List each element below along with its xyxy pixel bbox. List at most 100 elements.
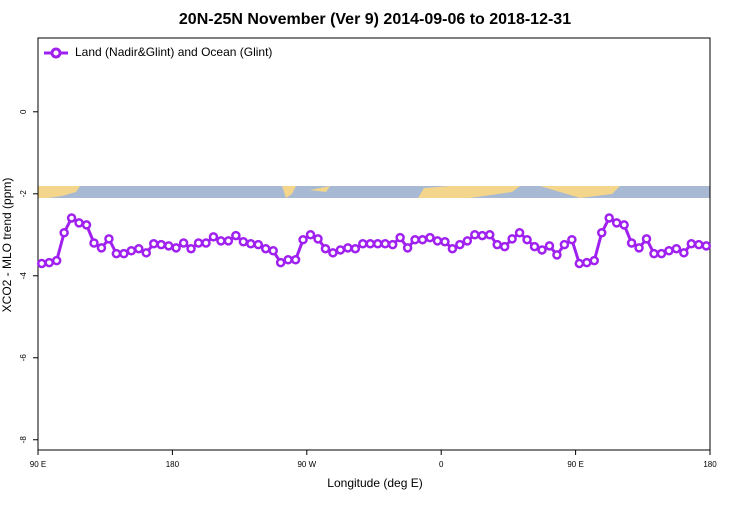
point <box>671 243 682 254</box>
point <box>537 245 547 255</box>
y-axis-label: XCO2 - MLO trend (ppm) <box>0 178 14 313</box>
point <box>395 232 405 243</box>
point <box>328 248 338 258</box>
point <box>425 232 435 243</box>
point <box>36 258 47 269</box>
point <box>320 243 331 254</box>
point <box>626 238 637 248</box>
point <box>552 250 562 260</box>
point <box>589 255 600 266</box>
point <box>260 243 271 254</box>
point <box>343 243 353 253</box>
point <box>596 227 607 238</box>
legend-marker <box>50 47 62 59</box>
point <box>283 255 293 265</box>
point <box>514 227 525 238</box>
point <box>507 234 517 244</box>
point <box>335 245 346 255</box>
x-tick-label: 90 E <box>567 460 583 469</box>
point <box>358 239 368 249</box>
point <box>656 248 667 259</box>
point <box>679 248 689 258</box>
point <box>365 239 376 249</box>
y-tick-label: -6 <box>19 354 28 362</box>
point <box>111 248 122 259</box>
point <box>402 243 413 253</box>
point <box>567 234 577 245</box>
point <box>275 257 286 268</box>
point <box>619 220 629 230</box>
point <box>163 241 174 251</box>
point <box>134 243 144 254</box>
legend-label: Land (Nadir&Glint) and Ocean (Glint) <box>75 45 272 59</box>
point <box>126 246 137 256</box>
point <box>492 239 502 250</box>
point <box>59 227 69 238</box>
point <box>253 239 264 250</box>
x-tick-label: 180 <box>166 460 180 469</box>
point <box>410 234 420 245</box>
legend: Land (Nadir&Glint) and Ocean (Glint) <box>44 45 272 59</box>
point <box>193 238 204 248</box>
point <box>417 234 428 245</box>
y-tick-label: 0 <box>19 109 28 114</box>
point <box>380 239 390 249</box>
map-strip <box>38 186 710 198</box>
point <box>290 255 301 265</box>
point <box>313 234 323 244</box>
point <box>664 246 674 256</box>
point <box>89 238 99 248</box>
point <box>119 248 129 259</box>
point <box>223 236 234 246</box>
x-tick-label: 0 <box>439 460 444 469</box>
point <box>574 258 585 269</box>
point <box>305 230 316 240</box>
point <box>499 241 510 252</box>
point <box>350 243 361 254</box>
point <box>298 234 308 245</box>
point <box>148 239 159 249</box>
point <box>231 230 241 241</box>
x-axis-label: Longitude (deg E) <box>327 476 422 490</box>
point <box>104 234 114 244</box>
y-tick-label: -8 <box>19 436 28 444</box>
point <box>96 243 107 253</box>
point <box>470 230 480 240</box>
point <box>477 230 488 241</box>
point <box>186 243 196 254</box>
point <box>462 236 473 246</box>
point <box>611 218 622 228</box>
point <box>141 248 152 258</box>
point <box>701 241 712 251</box>
x-tick-label: 90 E <box>30 460 46 469</box>
point <box>686 239 697 249</box>
point <box>447 243 458 254</box>
point <box>171 243 181 253</box>
point <box>238 236 249 247</box>
point <box>649 248 659 259</box>
chart-title: 20N-25N November (Ver 9) 2014-09-06 to 2… <box>179 11 571 28</box>
point <box>216 236 226 246</box>
point <box>694 239 704 250</box>
point <box>44 257 54 268</box>
point <box>484 230 495 240</box>
point <box>387 239 398 250</box>
point <box>604 213 614 223</box>
point <box>455 239 465 250</box>
point <box>156 239 166 250</box>
point <box>201 238 211 248</box>
point <box>66 213 77 223</box>
point <box>74 218 84 228</box>
x-tick-label: 180 <box>703 460 717 469</box>
point <box>641 234 652 244</box>
point <box>268 246 278 256</box>
point <box>582 257 592 268</box>
point <box>208 232 219 242</box>
x-tick-label: 90 W <box>297 460 316 469</box>
point <box>440 236 450 247</box>
point <box>522 234 532 245</box>
point <box>634 243 644 253</box>
point <box>372 239 383 249</box>
point <box>432 236 443 246</box>
